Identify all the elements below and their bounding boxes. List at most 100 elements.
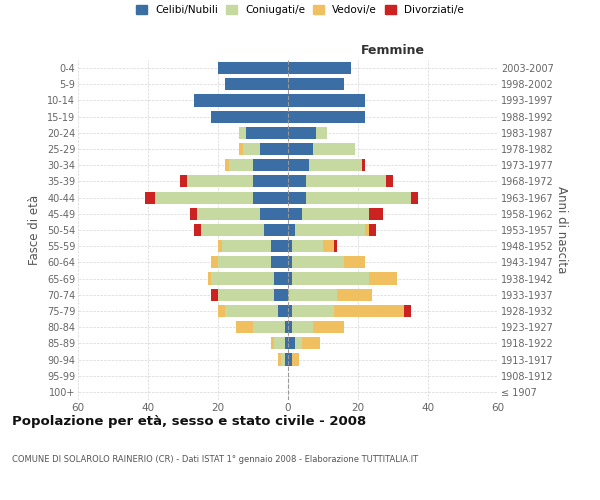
Bar — [235, 321, 253, 333]
Bar — [288, 354, 292, 366]
Bar — [211, 110, 288, 122]
Bar — [284, 338, 288, 349]
Bar — [260, 143, 288, 155]
Bar — [288, 256, 292, 268]
Bar — [271, 256, 288, 268]
Bar — [368, 272, 397, 284]
Bar — [190, 208, 197, 220]
Bar — [155, 192, 253, 203]
Bar — [288, 272, 292, 284]
Bar — [145, 192, 155, 203]
Bar — [253, 176, 288, 188]
Bar — [292, 321, 313, 333]
Bar — [274, 338, 284, 349]
Bar — [313, 321, 344, 333]
Bar — [288, 159, 309, 172]
Bar — [187, 176, 253, 188]
Bar — [313, 143, 355, 155]
Bar — [323, 240, 334, 252]
Bar — [334, 240, 337, 252]
Bar — [239, 127, 246, 139]
Bar — [193, 94, 288, 106]
Bar — [288, 143, 313, 155]
Bar — [225, 305, 277, 317]
Bar — [337, 288, 372, 301]
Bar — [302, 208, 368, 220]
Bar — [316, 127, 326, 139]
Bar — [288, 127, 316, 139]
Bar — [200, 224, 263, 236]
Bar — [288, 288, 337, 301]
Bar — [271, 240, 288, 252]
Bar — [288, 338, 295, 349]
Bar — [288, 192, 305, 203]
Bar — [253, 321, 284, 333]
Bar — [218, 288, 274, 301]
Bar — [179, 176, 187, 188]
Bar — [334, 305, 404, 317]
Bar — [288, 240, 292, 252]
Bar — [277, 354, 281, 366]
Bar — [288, 94, 365, 106]
Bar — [344, 256, 365, 268]
Bar — [305, 176, 386, 188]
Bar — [218, 62, 288, 74]
Bar — [292, 272, 368, 284]
Bar — [386, 176, 393, 188]
Text: COMUNE DI SOLAROLO RAINERIO (CR) - Dati ISTAT 1° gennaio 2008 - Elaborazione TUT: COMUNE DI SOLAROLO RAINERIO (CR) - Dati … — [12, 455, 418, 464]
Bar — [292, 305, 334, 317]
Bar — [211, 272, 274, 284]
Bar — [263, 224, 288, 236]
Bar — [260, 208, 288, 220]
Bar — [211, 256, 218, 268]
Bar — [208, 272, 211, 284]
Bar — [218, 240, 221, 252]
Bar — [288, 208, 302, 220]
Bar — [211, 288, 218, 301]
Bar — [410, 192, 418, 203]
Bar — [218, 256, 271, 268]
Bar — [253, 159, 288, 172]
Bar — [288, 62, 351, 74]
Bar — [225, 78, 288, 90]
Bar — [288, 110, 365, 122]
Bar — [309, 159, 361, 172]
Y-axis label: Fasce di età: Fasce di età — [28, 195, 41, 265]
Bar — [221, 240, 271, 252]
Bar — [277, 305, 288, 317]
Bar — [288, 305, 292, 317]
Bar — [292, 240, 323, 252]
Bar — [193, 224, 200, 236]
Bar — [295, 338, 302, 349]
Y-axis label: Anni di nascita: Anni di nascita — [554, 186, 568, 274]
Bar — [225, 159, 229, 172]
Legend: Celibi/Nubili, Coniugati/e, Vedovi/e, Divorziati/e: Celibi/Nubili, Coniugati/e, Vedovi/e, Di… — [136, 5, 464, 15]
Bar — [271, 338, 274, 349]
Bar — [274, 288, 288, 301]
Bar — [242, 143, 260, 155]
Bar — [288, 321, 292, 333]
Bar — [284, 321, 288, 333]
Bar — [288, 176, 305, 188]
Bar — [274, 272, 288, 284]
Bar — [302, 338, 320, 349]
Text: Femmine: Femmine — [361, 44, 425, 57]
Bar — [288, 78, 344, 90]
Bar — [246, 127, 288, 139]
Bar — [239, 143, 242, 155]
Bar — [404, 305, 410, 317]
Bar — [368, 208, 383, 220]
Bar — [361, 159, 365, 172]
Bar — [218, 305, 225, 317]
Bar — [292, 354, 299, 366]
Bar — [281, 354, 284, 366]
Bar — [292, 256, 344, 268]
Bar — [253, 192, 288, 203]
Bar — [368, 224, 376, 236]
Bar — [197, 208, 260, 220]
Bar — [288, 224, 295, 236]
Bar — [284, 354, 288, 366]
Bar — [365, 224, 368, 236]
Bar — [305, 192, 410, 203]
Bar — [295, 224, 365, 236]
